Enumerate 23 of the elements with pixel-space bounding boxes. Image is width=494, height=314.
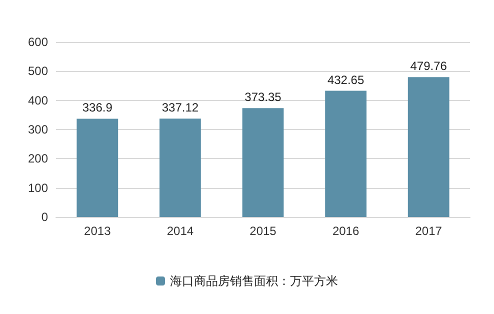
bar	[242, 108, 284, 217]
data-label: 432.65	[327, 72, 364, 87]
bar	[76, 118, 118, 217]
bar	[160, 118, 201, 217]
x-tick-label: 2014	[166, 224, 194, 238]
y-tick-label: 100	[28, 180, 48, 195]
data-label: 336.9	[82, 100, 113, 115]
y-tick-label: 600	[28, 35, 48, 49]
y-tick-label: 500	[28, 64, 48, 78]
y-tick-label: 200	[28, 152, 48, 166]
legend-label: 海口商品房销售面积：万平方米	[170, 274, 338, 288]
x-tick-label: 2017	[415, 224, 442, 238]
x-tick-label: 2016	[332, 224, 360, 238]
x-tick-label: 2013	[84, 224, 112, 238]
data-label: 479.76	[410, 59, 448, 74]
data-label: 373.35	[244, 90, 282, 104]
y-tick-label: 0	[41, 210, 48, 224]
y-tick-label: 400	[28, 93, 48, 108]
y-tick-label: 300	[28, 122, 48, 136]
bar	[325, 90, 366, 217]
bar	[408, 77, 450, 217]
x-tick-label: 2015	[250, 224, 277, 238]
data-label: 337.12	[162, 100, 199, 115]
